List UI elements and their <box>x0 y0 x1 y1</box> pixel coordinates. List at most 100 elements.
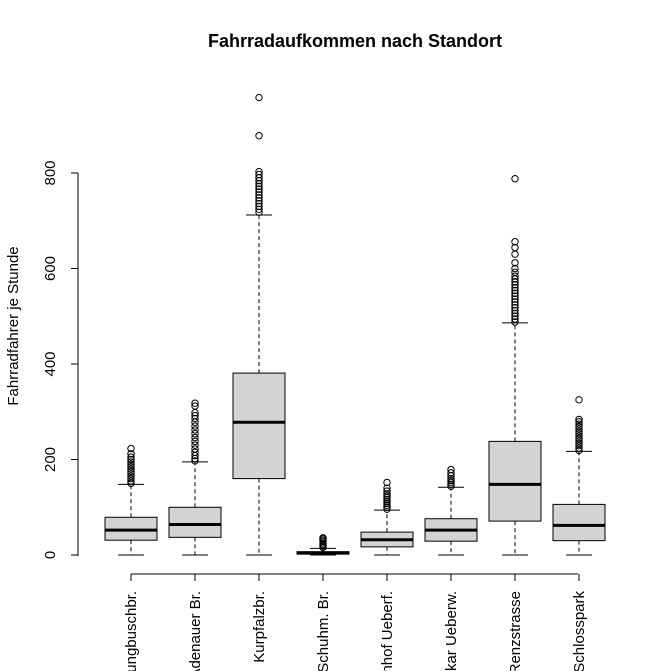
x-tick-label: Adenauer Br. <box>187 591 204 671</box>
outlier-point <box>511 301 519 309</box>
outlier-point <box>447 480 455 489</box>
outlier-point <box>575 396 583 404</box>
outlier-point <box>511 238 519 246</box>
outlier-point <box>511 292 519 300</box>
outlier-point <box>511 309 519 318</box>
x-tick-label: Schuhm. Br. <box>315 591 332 671</box>
outlier-point <box>511 295 519 303</box>
chart-title: Fahrradaufkommen nach Standort <box>208 31 502 51</box>
outlier-point <box>383 503 391 511</box>
outlier-point <box>511 306 519 315</box>
outlier-point <box>191 437 199 446</box>
outlier-point <box>127 455 135 464</box>
outlier-point <box>383 495 391 504</box>
outlier-point <box>511 259 519 267</box>
outlier-point <box>383 501 391 510</box>
outlier-point <box>511 303 519 312</box>
outlier-point <box>383 492 391 500</box>
outlier-point <box>191 441 199 449</box>
outlier-point <box>255 188 263 196</box>
outlier-point <box>255 196 263 205</box>
outlier-point <box>575 415 583 424</box>
outlier-point <box>575 437 583 445</box>
y-tick-label: 800 <box>42 160 59 185</box>
x-ticks: Jungbuschbr. Adenauer Br. Kurpfalzbr. Schuh… <box>123 574 588 671</box>
x-tick-label: Bahnhof Ueberf. <box>379 591 396 671</box>
outlier-point <box>383 499 391 508</box>
x-tick-label: Neckar Ueberw. <box>443 591 460 671</box>
y-tick-label: 400 <box>42 351 59 376</box>
outlier-point <box>511 250 519 258</box>
outlier-point <box>575 441 583 450</box>
outlier-point <box>575 430 583 438</box>
outlier-point <box>127 450 135 458</box>
outlier-point <box>191 448 199 457</box>
outlier-point <box>575 420 583 428</box>
outlier-point <box>127 472 135 480</box>
outlier-point <box>575 432 583 440</box>
outlier-point <box>191 414 199 423</box>
box-group <box>360 478 414 556</box>
y-tick-label: 600 <box>42 256 59 281</box>
outlier-point <box>255 170 263 179</box>
box-group <box>232 93 286 556</box>
x-tick-label: Schlosspark <box>571 591 588 671</box>
outlier-point <box>191 445 199 453</box>
outlier-point <box>575 425 583 433</box>
box-group <box>424 465 478 556</box>
outlier-point <box>511 283 519 292</box>
outlier-point <box>127 477 135 485</box>
outlier-point <box>575 427 583 436</box>
outlier-point <box>127 453 135 461</box>
outlier-point <box>127 444 135 453</box>
y-tick-label: 200 <box>42 447 59 472</box>
outlier-point <box>191 399 199 407</box>
box-iqr <box>232 372 286 480</box>
outlier-point <box>127 460 135 468</box>
outlier-point <box>255 194 263 202</box>
box-iqr <box>488 440 542 522</box>
outlier-point <box>511 286 519 295</box>
outlier-point <box>511 312 519 320</box>
outlier-point <box>127 458 135 466</box>
outlier-point <box>511 268 519 277</box>
outlier-point <box>255 191 263 199</box>
outlier-point <box>127 474 135 483</box>
outlier-point <box>191 411 199 420</box>
box-group <box>552 396 606 556</box>
outlier-point <box>191 430 199 438</box>
outlier-point <box>191 433 199 442</box>
x-tick-label: Kurpfalzbr. <box>251 591 268 663</box>
outlier-point <box>127 479 135 488</box>
outlier-point <box>127 467 135 476</box>
outlier-point <box>383 505 391 513</box>
y-tick-label: 0 <box>42 551 59 559</box>
outlier-point <box>255 202 263 211</box>
outlier-point <box>575 439 583 447</box>
outlier-point <box>383 487 391 495</box>
outlier-point <box>255 167 263 176</box>
y-ticks: 0 200 400 600 800 <box>42 160 78 559</box>
x-tick-label: Jungbuschbr. <box>123 591 140 671</box>
outlier-point <box>511 264 519 273</box>
outlier-point <box>127 470 135 478</box>
outlier-point <box>383 490 391 498</box>
outlier-point <box>447 476 455 485</box>
outlier-point <box>127 462 135 471</box>
outlier-point <box>255 132 263 140</box>
outlier-point <box>383 497 391 506</box>
outlier-point <box>575 446 583 455</box>
outlier-point <box>319 534 327 542</box>
boxes <box>104 93 606 556</box>
outlier-point <box>191 426 199 434</box>
outlier-point <box>511 298 519 306</box>
outlier-point <box>255 185 263 193</box>
outlier-point <box>575 418 583 426</box>
outlier-point <box>383 484 391 492</box>
outlier-point <box>511 281 519 289</box>
outlier-point <box>511 318 519 326</box>
box-group <box>488 175 542 556</box>
outlier-point <box>255 208 263 216</box>
outlier-point <box>575 422 583 431</box>
